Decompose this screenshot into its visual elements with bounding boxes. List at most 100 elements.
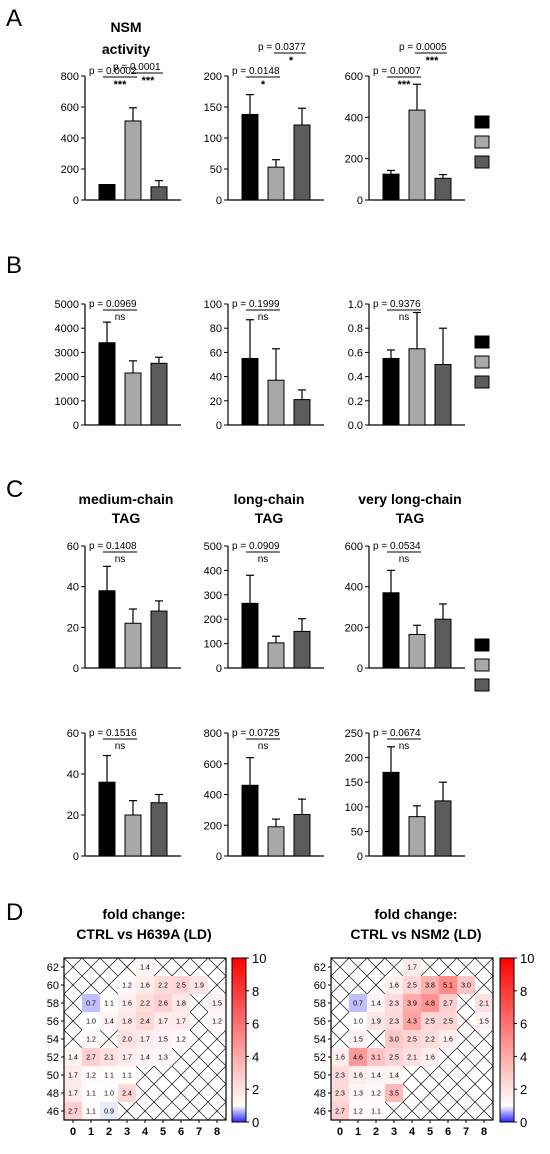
empty-cell-cross — [438, 1083, 458, 1103]
p-value-label: p = 0.0377 — [258, 42, 306, 53]
legend-swatch-ctrl — [474, 638, 490, 652]
bar-h639a — [434, 364, 452, 426]
empty-cell-cross — [456, 957, 476, 977]
y-tick-label: 46 — [47, 1106, 59, 1118]
heatmap-cell — [82, 994, 100, 1012]
heatmap-cell — [367, 1102, 385, 1120]
heatmap-cell-value: 1.9 — [371, 1019, 381, 1026]
bar-h639a — [434, 618, 452, 669]
empty-cell-cross — [366, 975, 386, 995]
heatmap-cell-value: 1.2 — [212, 1019, 222, 1026]
heatmap-cell-value: 1.4 — [371, 1073, 381, 1080]
heatmap-cell-value: 1.6 — [443, 1037, 453, 1044]
y-tick-label: 400 — [204, 565, 222, 577]
heatmap-title: fold change: CTRL vs NSM2 (LD) — [350, 906, 481, 942]
p-value-label: p = 0.0725 — [232, 728, 280, 739]
bar-h639a — [293, 630, 311, 669]
colorbar-tick-label: 0 — [520, 1115, 527, 1130]
heatmap-cell-value: 2.2 — [425, 1037, 435, 1044]
colorbar-tick-label: 4 — [252, 1049, 259, 1064]
significance-label: ns — [399, 312, 410, 323]
bar-nsm2 — [124, 622, 142, 669]
heatmap-cell-value: 1.5 — [158, 1037, 168, 1044]
bar-ctrl — [382, 771, 400, 857]
heatmap-cell — [439, 994, 457, 1012]
x-tick-label: 0 — [337, 1126, 343, 1138]
y-tick-label: 0.0 — [348, 420, 363, 432]
colorbar-tick-label: 2 — [520, 1082, 527, 1097]
heatmap-cell — [421, 1012, 439, 1030]
y-tick-label: 0 — [73, 851, 79, 863]
empty-cell-cross — [207, 1047, 227, 1067]
heatmap-cell — [475, 1012, 493, 1030]
heatmap-cell-value: 2.5 — [443, 1019, 453, 1026]
y-tick-label: 2000 — [55, 372, 79, 384]
p-value-label: p = 0.9376 — [373, 299, 421, 310]
heatmap-cell-value: 1.3 — [353, 1091, 363, 1098]
heatmap-cell-value: 1.4 — [371, 1001, 381, 1008]
heatmap-cell-value: 0.7 — [86, 1001, 96, 1008]
heatmap-cell-value: 1.7 — [407, 965, 417, 972]
y-tick-label: 0 — [216, 851, 222, 863]
panel-letter-c: C — [6, 476, 23, 503]
chart-title: NSM activity — [102, 19, 150, 57]
chart-title-line: activity — [102, 41, 150, 57]
p-value-label: p = 0.0909 — [232, 541, 280, 552]
empty-cell-cross — [348, 975, 368, 995]
bar-nsm2 — [408, 348, 426, 426]
heatmap-cell-value: 1.4 — [389, 1073, 399, 1080]
bar-h639a — [434, 177, 452, 201]
bar-ctrl — [241, 602, 259, 669]
heatmap-cell — [331, 1102, 349, 1120]
heatmap-cell-value: 1.1 — [104, 1073, 114, 1080]
empty-cell-cross — [207, 1065, 227, 1085]
y-tick-label: 56 — [47, 1016, 59, 1028]
y-tick-label: 60 — [67, 728, 79, 740]
heatmap-title: fold change: CTRL vs H639A (LD) — [76, 906, 211, 942]
y-tick-label: 20 — [67, 622, 79, 634]
y-tick-label: 58 — [47, 998, 59, 1010]
heatmap-cell-value: 1.3 — [158, 1055, 168, 1062]
empty-cell-cross — [420, 957, 440, 977]
y-tick-label: 600 — [345, 541, 363, 553]
x-tick-label: 4 — [409, 1126, 416, 1138]
heatmap-cell — [82, 1102, 100, 1120]
colorbar — [231, 957, 247, 1123]
empty-cell-cross — [135, 1065, 155, 1085]
heatmap-cell — [100, 1102, 118, 1120]
y-tick-label: 50 — [47, 1070, 59, 1082]
empty-cell-cross — [81, 975, 101, 995]
significance-label: * — [261, 79, 266, 91]
p-value-label: p = 0.0001 — [113, 62, 161, 73]
x-tick-label: 5 — [427, 1126, 433, 1138]
empty-cell-cross — [456, 1011, 476, 1031]
bar-nsm2 — [408, 816, 426, 857]
heatmap-cell-value: 1.5 — [479, 1019, 489, 1026]
empty-cell-cross — [189, 1029, 209, 1049]
heatmap-cell-value: 2.3 — [389, 1001, 399, 1008]
bar-h639a — [150, 610, 168, 669]
colorbar-tick-label: 6 — [520, 1017, 527, 1032]
y-tick-label: 400 — [345, 582, 363, 594]
heatmap-cell — [136, 994, 154, 1012]
heatmap-cell — [100, 1012, 118, 1030]
empty-cell-cross — [474, 1101, 494, 1121]
y-tick-label: 80 — [210, 323, 222, 335]
y-tick-label: 3000 — [55, 347, 79, 359]
heatmap-cell — [331, 1084, 349, 1102]
heatmap-cell — [208, 1012, 226, 1030]
y-tick-label: 20 — [67, 810, 79, 822]
heatmap-cell-value: 1.7 — [68, 1091, 78, 1098]
chart-title: medium-chain TAG — [79, 491, 174, 526]
bar-ctrl — [98, 590, 116, 669]
heatmap-title-line: fold change: — [374, 906, 457, 922]
heatmap-cell-value: 1.2 — [122, 983, 132, 990]
empty-cell-cross — [189, 993, 209, 1013]
empty-cell-cross — [189, 1047, 209, 1067]
heatmap-cell — [136, 976, 154, 994]
y-tick-label: 60 — [314, 980, 326, 992]
empty-cell-cross — [438, 1047, 458, 1067]
p-value-label: p = 0.1516 — [89, 728, 137, 739]
y-tick-label: 200 — [204, 820, 222, 832]
empty-cell-cross — [420, 1065, 440, 1085]
